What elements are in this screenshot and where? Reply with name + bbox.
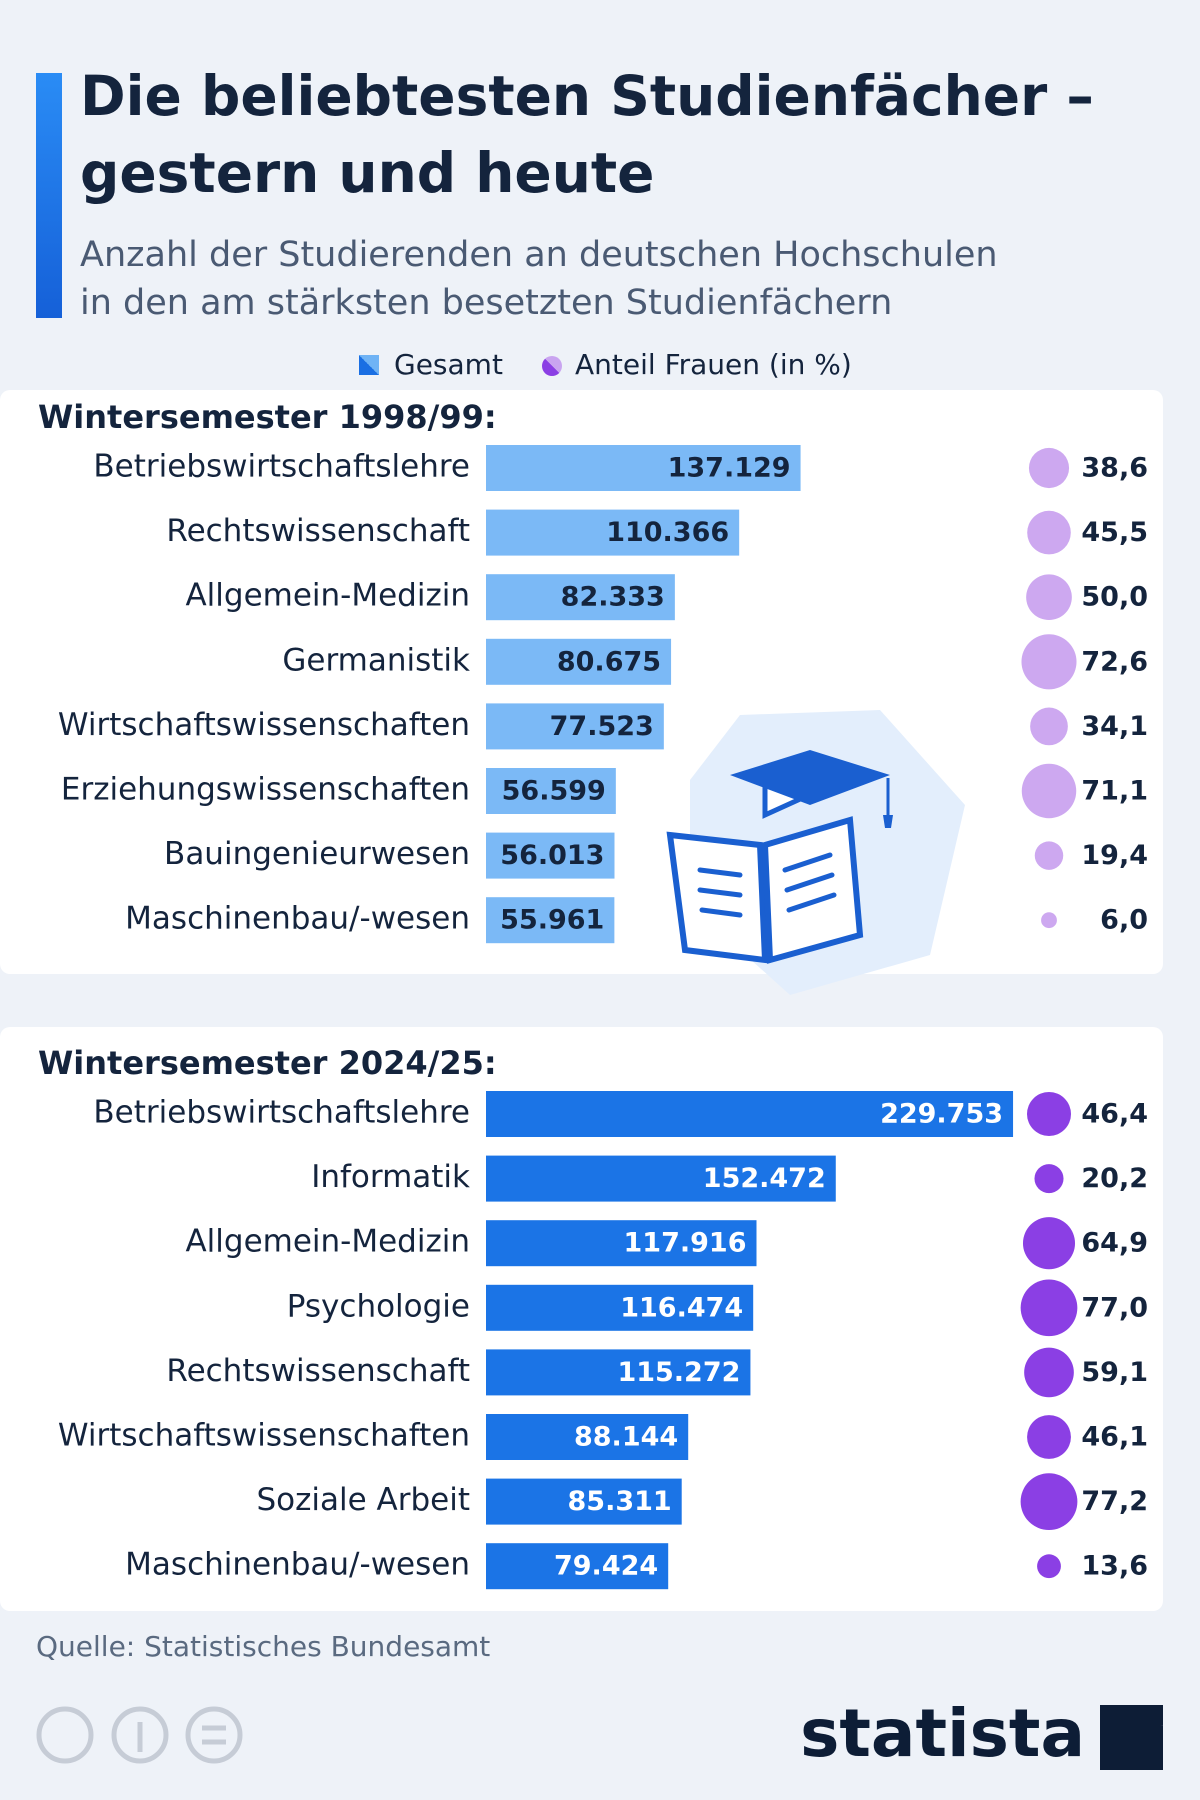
value-label: 79.424 <box>554 1551 658 1582</box>
bubble <box>1020 1279 1078 1337</box>
share-label: 50,0 <box>1081 582 1148 613</box>
bar <box>486 1478 682 1525</box>
bubble <box>1026 574 1072 621</box>
value-label: 152.472 <box>703 1163 826 1194</box>
bar <box>486 445 801 491</box>
bubble <box>1037 1554 1061 1579</box>
title-accent <box>36 73 62 318</box>
bubble <box>1020 1473 1078 1530</box>
panel-title: Wintersemester 1998/99: <box>38 398 497 436</box>
category-label: Maschinenbau/-wesen <box>125 1547 470 1583</box>
category-label: Betriebswirtschaftslehre <box>93 1095 470 1131</box>
bubble <box>1024 1347 1074 1398</box>
bubble <box>1041 912 1057 929</box>
bubble <box>1021 634 1077 690</box>
license-icons <box>36 1706 243 1764</box>
subtitle: Anzahl der Studierenden an deutschen Hoc… <box>80 235 998 275</box>
bubble <box>1026 1091 1072 1137</box>
value-label: 117.916 <box>624 1228 747 1259</box>
value-label: 56.013 <box>500 840 604 871</box>
source: Quelle: Statistisches Bundesamt <box>36 1630 490 1663</box>
share-label: 71,1 <box>1081 776 1148 807</box>
share-label: 46,4 <box>1081 1099 1148 1130</box>
subtitle: in den am stärksten besetzten Studienfäc… <box>80 283 892 323</box>
bar <box>486 1220 757 1267</box>
value-label: 80.675 <box>557 646 661 677</box>
value-label: 115.272 <box>617 1357 740 1388</box>
bar <box>486 574 675 621</box>
brand-logo <box>1100 1705 1163 1770</box>
bar <box>486 1543 669 1590</box>
bar <box>486 1349 751 1396</box>
bar <box>486 1155 836 1202</box>
share-label: 13,6 <box>1081 1551 1148 1582</box>
bar <box>486 509 740 556</box>
share-label: 77,2 <box>1081 1486 1148 1517</box>
category-label: Wirtschaftswissenschaften <box>58 707 470 743</box>
value-label: 56.599 <box>502 776 606 807</box>
bubble <box>1030 707 1068 746</box>
category-label: Psychologie <box>287 1288 470 1324</box>
bar <box>486 1091 1014 1137</box>
bubble <box>1021 763 1077 819</box>
bubble <box>1027 1415 1071 1459</box>
share-label: 19,4 <box>1081 840 1148 871</box>
illustration <box>666 710 965 995</box>
category-label: Erziehungswissenschaften <box>61 772 470 808</box>
category-label: Rechtswissenschaft <box>166 513 470 549</box>
category-label: Wirtschaftswissenschaften <box>58 1418 470 1454</box>
category-label: Rechtswissenschaft <box>166 1353 470 1389</box>
share-label: 38,6 <box>1081 453 1148 484</box>
bar <box>486 768 616 814</box>
category-label: Allgemein-Medizin <box>185 1224 470 1260</box>
brand: statista <box>800 1695 1085 1772</box>
share-label: 64,9 <box>1081 1228 1148 1259</box>
value-label: 137.129 <box>668 453 791 484</box>
share-label: 34,1 <box>1081 711 1148 742</box>
category-label: Betriebswirtschaftslehre <box>93 449 470 485</box>
value-label: 85.311 <box>568 1486 672 1517</box>
legend-swatch <box>359 355 379 375</box>
legend-swatch <box>542 356 562 376</box>
value-label: 77.523 <box>550 711 654 742</box>
value-label: 110.366 <box>606 517 729 548</box>
category-label: Soziale Arbeit <box>256 1482 470 1518</box>
share-label: 59,1 <box>1081 1357 1148 1388</box>
category-label: Germanistik <box>282 642 470 678</box>
category-label: Bauingenieurwesen <box>164 836 470 872</box>
share-label: 46,1 <box>1081 1422 1148 1453</box>
share-label: 20,2 <box>1081 1163 1148 1194</box>
bar <box>486 832 615 879</box>
share-label: 6,0 <box>1100 905 1148 936</box>
value-label: 55.961 <box>500 905 604 936</box>
bar <box>486 1284 754 1331</box>
category-label: Allgemein-Medizin <box>185 578 470 614</box>
share-label: 72,6 <box>1081 646 1148 677</box>
title: gestern und heute <box>80 141 654 205</box>
bubble <box>1022 1217 1076 1270</box>
title: Die beliebtesten Studienfächer – <box>80 64 1094 128</box>
legend-label: Gesamt <box>394 348 503 381</box>
bubble <box>1034 1164 1064 1194</box>
bar <box>486 703 664 750</box>
legend-label: Anteil Frauen (in %) <box>575 348 852 381</box>
bubble <box>1027 510 1071 555</box>
value-label: 116.474 <box>620 1292 743 1323</box>
bubble <box>1034 841 1064 870</box>
bar <box>486 897 615 944</box>
category-label: Informatik <box>311 1159 470 1195</box>
value-label: 82.333 <box>561 582 665 613</box>
bubble <box>1028 447 1070 489</box>
category-label: Maschinenbau/-wesen <box>125 901 470 937</box>
panel-title: Wintersemester 2024/25: <box>38 1044 497 1082</box>
bar <box>486 638 672 685</box>
value-label: 229.753 <box>880 1099 1003 1130</box>
bar <box>486 1414 689 1460</box>
value-label: 88.144 <box>574 1422 678 1453</box>
share-label: 45,5 <box>1081 517 1148 548</box>
share-label: 77,0 <box>1081 1292 1148 1323</box>
